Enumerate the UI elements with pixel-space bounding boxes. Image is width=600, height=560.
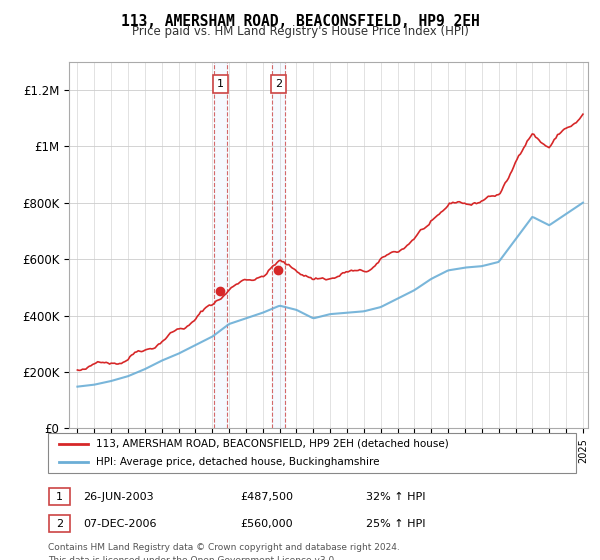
- Text: £560,000: £560,000: [240, 519, 293, 529]
- Bar: [214, 62, 227, 428]
- Text: 113, AMERSHAM ROAD, BEACONSFIELD, HP9 2EH: 113, AMERSHAM ROAD, BEACONSFIELD, HP9 2E…: [121, 14, 479, 29]
- Text: 25% ↑ HPI: 25% ↑ HPI: [366, 519, 425, 529]
- Text: 26-JUN-2003: 26-JUN-2003: [83, 492, 154, 502]
- Text: 113, AMERSHAM ROAD, BEACONSFIELD, HP9 2EH (detached house): 113, AMERSHAM ROAD, BEACONSFIELD, HP9 2E…: [95, 439, 448, 449]
- Text: Price paid vs. HM Land Registry's House Price Index (HPI): Price paid vs. HM Land Registry's House …: [131, 25, 469, 38]
- Text: 2: 2: [56, 519, 63, 529]
- Text: HPI: Average price, detached house, Buckinghamshire: HPI: Average price, detached house, Buck…: [95, 458, 379, 467]
- Text: 07-DEC-2006: 07-DEC-2006: [83, 519, 156, 529]
- Text: 2: 2: [275, 79, 282, 89]
- Text: £487,500: £487,500: [240, 492, 293, 502]
- Text: Contains HM Land Registry data © Crown copyright and database right 2024.: Contains HM Land Registry data © Crown c…: [48, 543, 400, 552]
- Text: 1: 1: [56, 492, 63, 502]
- Text: 32% ↑ HPI: 32% ↑ HPI: [366, 492, 425, 502]
- Text: This data is licensed under the Open Government Licence v3.0.: This data is licensed under the Open Gov…: [48, 556, 337, 560]
- Text: 1: 1: [217, 79, 224, 89]
- Bar: [272, 62, 285, 428]
